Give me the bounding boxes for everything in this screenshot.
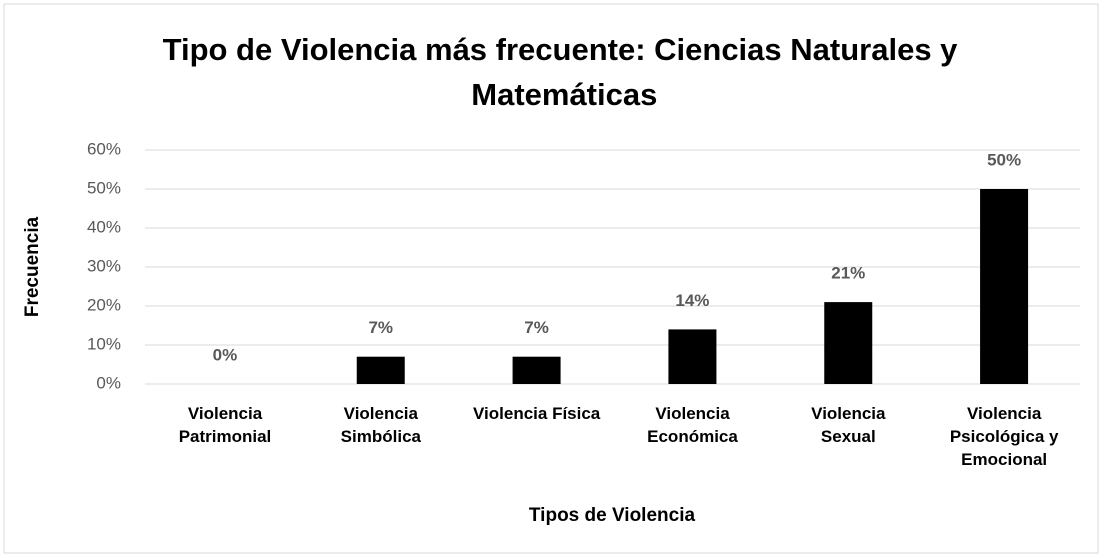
data-label: 50% [987, 150, 1021, 169]
data-label: 14% [675, 291, 709, 310]
y-tick-label: 0% [96, 373, 121, 392]
data-label: 0% [213, 345, 238, 364]
y-tick-label: 10% [87, 334, 121, 353]
data-label: 21% [831, 264, 865, 283]
x-tick-label: Violencia Psicológica y Emocional [949, 404, 1059, 469]
x-tick-label: Violencia Física [473, 404, 601, 423]
x-tick-label: Violencia Patrimonial [178, 404, 272, 446]
y-tick-label: 50% [87, 178, 121, 197]
bar [356, 356, 405, 384]
y-tick-label: 30% [87, 256, 121, 275]
y-axis-title: Frecuencia [22, 216, 43, 317]
bar [824, 302, 873, 384]
x-axis-title: Tipos de Violencia [529, 505, 696, 526]
x-tick-label: Violencia Sexual [811, 404, 886, 446]
data-label: 7% [368, 318, 393, 337]
chart-border [3, 3, 1099, 554]
bar [512, 356, 561, 384]
bar [980, 189, 1029, 384]
y-tick-label: 20% [87, 295, 121, 314]
y-tick-label: 40% [87, 217, 121, 236]
chart-title: Tipo de Violencia más frecuente: Ciencia… [163, 32, 959, 112]
data-label: 7% [524, 318, 549, 337]
y-tick-label: 60% [87, 139, 121, 158]
x-tick-label: Violencia Económica [647, 404, 738, 446]
x-tick-label: Violencia Simbólica [340, 404, 421, 446]
bar [668, 329, 717, 384]
